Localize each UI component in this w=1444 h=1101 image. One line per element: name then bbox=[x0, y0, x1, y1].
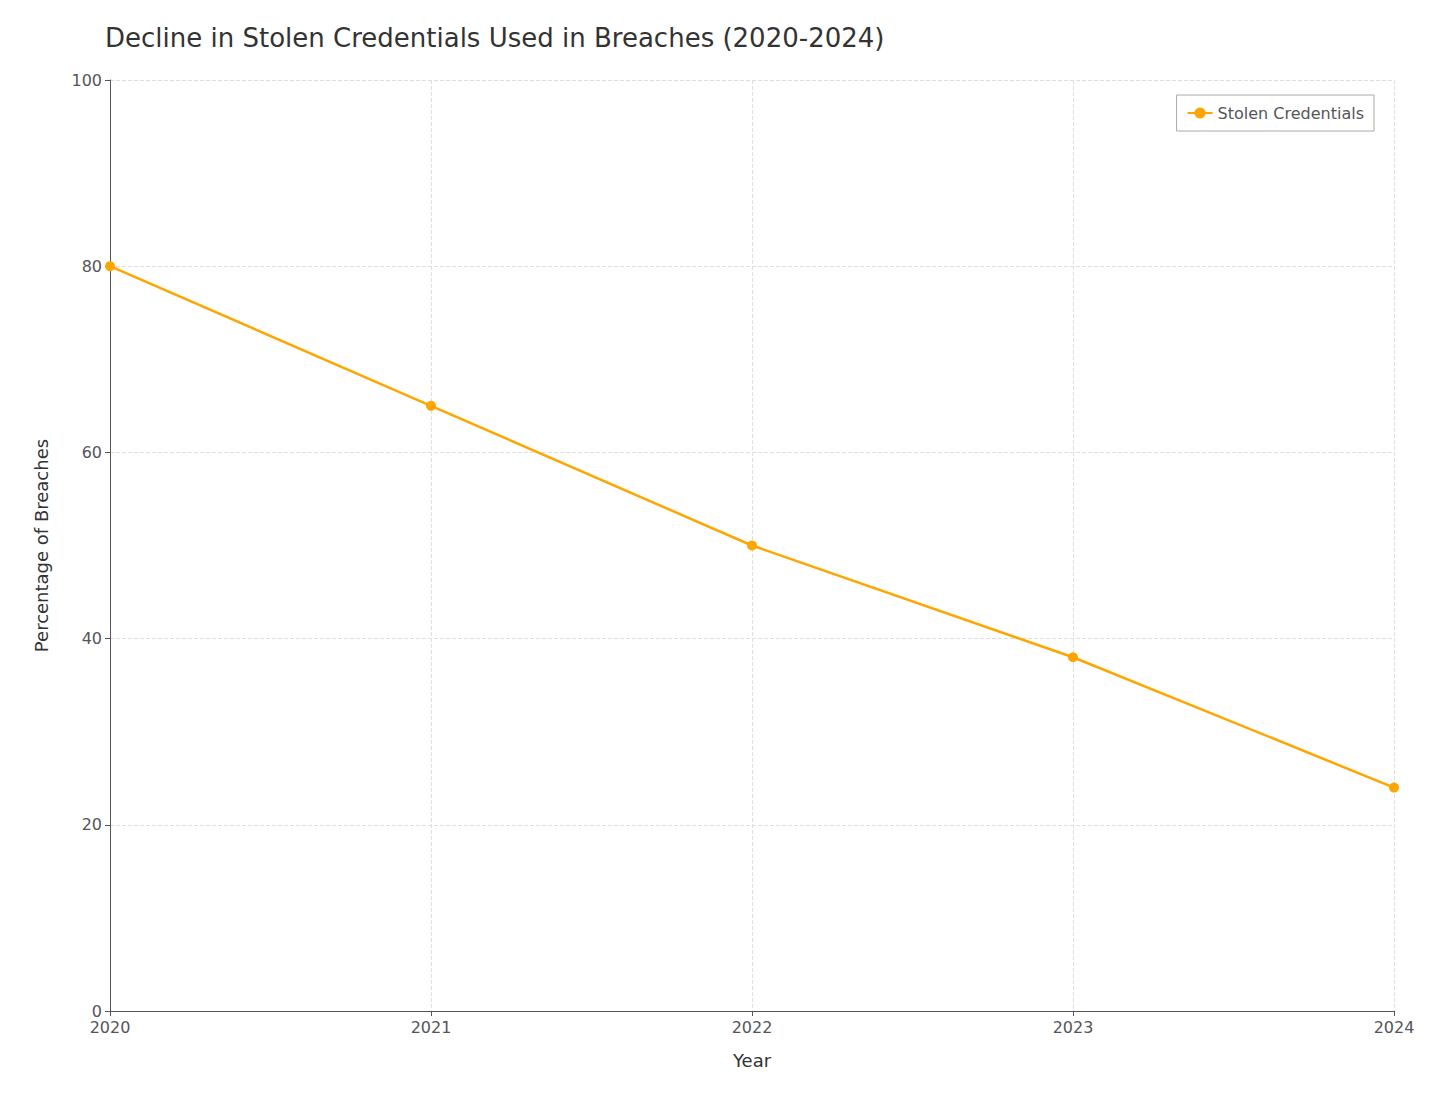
svg-text:0: 0 bbox=[91, 1001, 102, 1021]
svg-text:80: 80 bbox=[82, 257, 102, 276]
svg-text:Percentage of Breaches: Percentage of Breaches bbox=[31, 439, 52, 652]
svg-text:Stolen Credentials: Stolen Credentials bbox=[1218, 104, 1364, 123]
svg-text:2023: 2023 bbox=[1053, 1018, 1094, 1037]
svg-text:2021: 2021 bbox=[411, 1018, 452, 1037]
svg-text:Year: Year bbox=[732, 1050, 772, 1071]
svg-text:20: 20 bbox=[82, 815, 102, 834]
svg-text:60: 60 bbox=[82, 443, 102, 462]
svg-text:40: 40 bbox=[82, 629, 102, 648]
svg-text:Decline in Stolen Credentials: Decline in Stolen Credentials Used in Br… bbox=[105, 23, 884, 53]
svg-text:100: 100 bbox=[71, 71, 102, 90]
svg-text:2024: 2024 bbox=[1374, 1018, 1415, 1037]
svg-text:2022: 2022 bbox=[732, 1018, 773, 1037]
svg-text:2020: 2020 bbox=[90, 1018, 131, 1037]
